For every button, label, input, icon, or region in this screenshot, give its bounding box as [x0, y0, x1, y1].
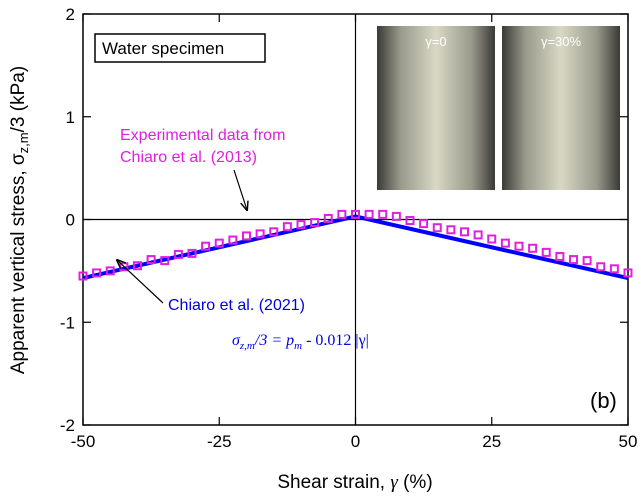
x-tick-label: 0	[351, 432, 360, 451]
data-point	[228, 235, 238, 245]
data-point	[146, 255, 156, 265]
data-point	[528, 243, 538, 253]
arrow	[233, 169, 247, 210]
data-point	[473, 230, 483, 240]
data-point	[569, 255, 578, 265]
formula-part: - 0.012 |γ|	[302, 332, 369, 349]
model-line	[82, 214, 629, 281]
data-point	[92, 268, 102, 278]
x-tick-label: 25	[482, 432, 501, 451]
annotation: Experimental data from	[120, 127, 285, 144]
annotation: Water specimen	[102, 39, 224, 58]
y-tick-label: 1	[66, 108, 75, 127]
data-point	[419, 219, 429, 229]
arrow	[117, 260, 164, 304]
data-point	[446, 225, 456, 235]
label-part: σ	[8, 153, 29, 165]
data-point	[432, 223, 442, 233]
data-point	[378, 209, 388, 219]
data-point	[337, 209, 347, 219]
data-point	[214, 238, 224, 248]
data-point	[255, 229, 265, 239]
data-point	[364, 209, 374, 219]
data-point	[405, 216, 415, 226]
label-box	[94, 33, 266, 63]
label-part: /3 (kPa)	[8, 66, 29, 133]
label-part: Shear strain,	[277, 472, 390, 493]
formula-part: z,m	[239, 340, 255, 352]
formula-part: p	[285, 332, 294, 349]
data-point	[105, 266, 115, 276]
data-point	[555, 251, 565, 261]
data-point	[623, 268, 633, 278]
data-point	[173, 249, 183, 259]
x-tick-label: -25	[207, 432, 232, 451]
data-point	[201, 241, 211, 251]
data-point	[187, 248, 197, 258]
data-point	[282, 222, 292, 232]
y-tick-label: -1	[60, 313, 75, 332]
data-point	[242, 231, 251, 241]
data-point	[78, 271, 88, 281]
photo	[502, 26, 620, 190]
plot-area: -50 -25 0 25 50 -2 -1 0 1 2	[60, 5, 638, 451]
y-tick-label: -2	[60, 416, 75, 435]
data-point	[514, 241, 524, 251]
panel-label: (b)	[590, 388, 617, 413]
data-point	[296, 220, 306, 230]
data-point	[323, 213, 333, 223]
data-point	[460, 227, 469, 237]
label-part: (%)	[398, 472, 433, 493]
data-point	[487, 234, 497, 244]
annotation: Chiaro et al. (2013)	[120, 149, 257, 166]
x-axis-label: Shear strain, γ (%)	[277, 472, 432, 493]
label-part: z,m	[16, 132, 31, 153]
data-point	[541, 247, 551, 257]
data-point	[160, 256, 170, 266]
formula-part: /3 =	[254, 332, 286, 349]
formula-part: m	[294, 340, 302, 352]
data-point	[582, 256, 592, 266]
data-point	[269, 227, 279, 237]
data-point	[391, 211, 401, 221]
x-tick-label: -50	[71, 432, 96, 451]
data-point	[609, 264, 619, 274]
data-point	[351, 209, 360, 219]
annotation: Chiaro et al. (2021)	[168, 297, 305, 314]
data-point	[500, 238, 510, 248]
data-point	[133, 261, 142, 271]
photo-label: γ=30%	[541, 34, 582, 49]
label-part: Apparent vertical stress,	[8, 165, 29, 374]
y-tick-label: 0	[66, 211, 75, 230]
y-tick-label: 2	[66, 5, 75, 24]
photo-label: γ=0	[425, 34, 446, 49]
formula: σz,m/3 = pm - 0.012 |γ|	[232, 332, 369, 352]
photo	[377, 26, 495, 190]
x-tick-label: 50	[619, 432, 638, 451]
data-point	[310, 218, 320, 228]
label-part: γ	[390, 472, 398, 493]
y-axis-label: Apparent vertical stress, σz,m/3 (kPa)	[8, 66, 31, 374]
data-point	[596, 262, 606, 272]
formula-part: σ	[232, 332, 241, 349]
